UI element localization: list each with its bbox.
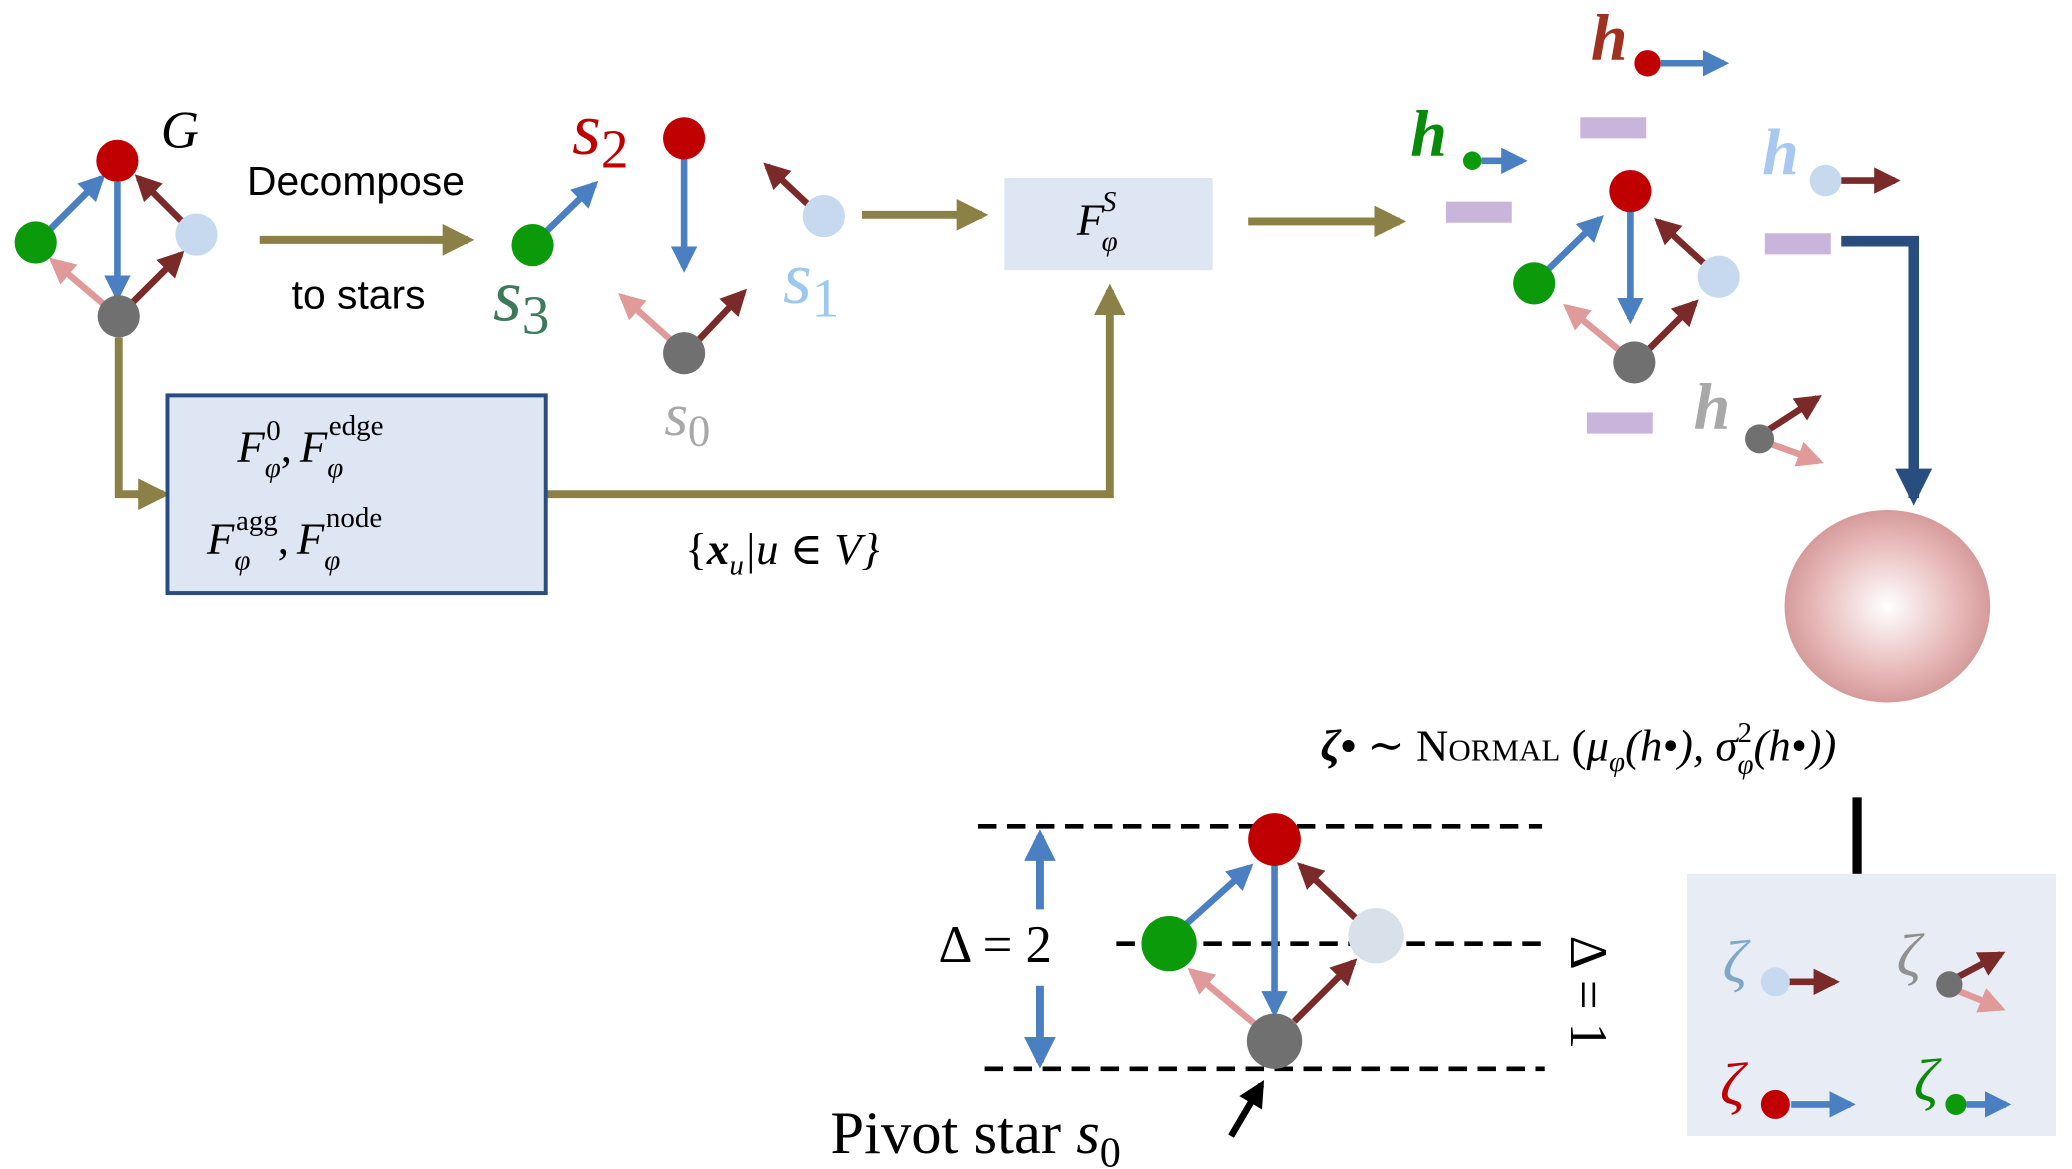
hidden-label: h — [1762, 116, 1799, 189]
hidden-label: h — [1694, 370, 1731, 443]
text-part: x — [706, 524, 729, 574]
text-part: |u ∈ V} — [744, 524, 880, 574]
text-part: , — [281, 421, 292, 471]
text-part: F — [236, 421, 265, 471]
text-part: φ — [1737, 749, 1753, 781]
decompose-label: Decompose — [247, 158, 465, 204]
text-part: μ — [1585, 720, 1609, 770]
text-part: , — [278, 514, 289, 564]
text-part: (h•)) — [1754, 720, 1837, 770]
text-part: node — [326, 502, 382, 534]
zeta-label: ζ — [1914, 1047, 1942, 1114]
pivot-label: Pivot star s0 — [830, 1100, 1120, 1169]
text-part: { — [685, 524, 707, 574]
text-part: agg — [236, 505, 278, 537]
features-label: {xu|u ∈ V} — [685, 524, 879, 582]
text-part: 1 — [812, 267, 840, 328]
hidden-label: h — [1410, 98, 1447, 171]
text-part: edge — [329, 410, 384, 442]
arrow — [119, 337, 164, 494]
graph-hidden — [1446, 50, 1895, 461]
star-label: s3 — [493, 254, 549, 345]
text-part: s — [783, 237, 812, 319]
text-part: 2 — [1737, 717, 1752, 749]
text-part: σ — [1715, 720, 1739, 770]
text-part: S — [1102, 186, 1117, 218]
text-part: φ — [234, 544, 250, 576]
distribution-ellipse — [1785, 510, 1991, 702]
delta-label: Δ = 1 — [1559, 936, 1617, 1049]
text-part: φ — [324, 544, 340, 576]
text-part: 0 — [1100, 1129, 1121, 1169]
text-part: ( — [1560, 720, 1586, 770]
text-part: s — [664, 382, 688, 449]
text-part: u — [729, 550, 744, 582]
graph-g — [15, 140, 218, 338]
text-part: 0 — [266, 415, 281, 447]
text-part: Pivot star — [830, 1100, 1076, 1167]
text-part: F — [299, 421, 328, 471]
delta-label: Δ = 2 — [938, 916, 1051, 974]
page: {"graph_label":"G", "decompose":{"line1"… — [0, 0, 2072, 1169]
diagram: G Decompose to stars s2 s3 s1 s0 FφS Fφ0… — [0, 0, 2072, 1169]
zeta-label: ζ — [1720, 1051, 1748, 1118]
star-label: s0 — [664, 382, 710, 456]
text-part: s — [1076, 1100, 1100, 1167]
star-label: s1 — [783, 237, 839, 328]
text-part: s — [572, 88, 601, 170]
zeta-label: ζ — [1897, 922, 1925, 989]
pivot-diagram — [978, 813, 1547, 1136]
text-part: φ — [265, 452, 281, 484]
text-part: F — [1076, 195, 1105, 245]
text-part: 3 — [522, 284, 550, 345]
arrow — [1841, 241, 1913, 498]
text-part: Normal — [1416, 720, 1560, 770]
star-label: s2 — [572, 88, 628, 179]
text-part: 0 — [688, 405, 710, 455]
text-part: F — [206, 514, 235, 564]
text-part: s — [493, 254, 522, 336]
text-part: (h•), — [1625, 720, 1715, 770]
graph-label: G — [161, 102, 199, 160]
text-part: 2 — [601, 118, 629, 179]
text-part: φ — [1609, 746, 1625, 778]
text-part: F — [296, 514, 325, 564]
text-part: ∼ — [1356, 720, 1416, 770]
text-part: ζ• — [1321, 720, 1356, 770]
text-part: φ — [1102, 225, 1118, 257]
decompose-label: to stars — [292, 271, 426, 317]
hidden-label: h — [1591, 1, 1628, 74]
text-part: φ — [327, 452, 343, 484]
zeta-label: ζ — [1723, 929, 1751, 996]
